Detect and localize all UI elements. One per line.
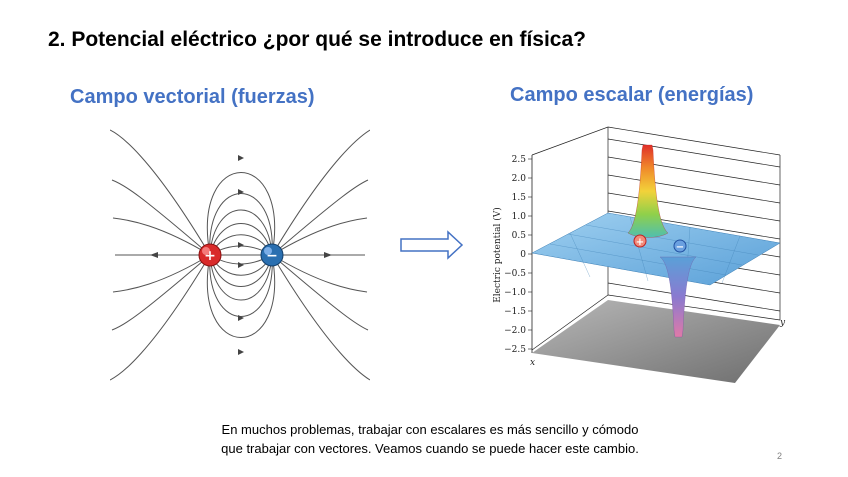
negative-potential-well (659, 256, 697, 338)
field-lines (110, 129, 370, 381)
svg-text:1.0: 1.0 (512, 212, 527, 222)
svg-text:−1.0: −1.0 (504, 288, 526, 298)
negative-marker-sign: − (676, 242, 684, 253)
field-direction-arrows (150, 155, 332, 355)
svg-text:−2.5: −2.5 (504, 345, 526, 355)
positive-marker-sign: + (636, 237, 644, 248)
positive-charge-sign: + (204, 248, 216, 264)
floor-plane (532, 300, 780, 383)
right-arrow-icon (400, 230, 464, 260)
electric-potential-surface-figure: 2.5 2.0 1.5 1.0 0.5 0 −0.5 −1.0 −1.5 −2.… (492, 126, 786, 383)
surface-mesh (549, 216, 759, 284)
y-tick-labels: 2.5 2.0 1.5 1.0 0.5 0 −0.5 −1.0 −1.5 −2.… (504, 155, 526, 355)
y-axis-label: Electric potential (V) (492, 207, 503, 303)
negative-charge-sign: − (266, 248, 278, 264)
caption-line-1: En muchos problemas, trabajar con escala… (221, 422, 639, 437)
y-ticks (528, 158, 532, 350)
slide-title: 2. Potencial eléctrico ¿por qué se intro… (48, 28, 586, 51)
potential-surface (531, 212, 781, 286)
svg-text:−0.5: −0.5 (504, 269, 526, 279)
svg-text:−2.0: −2.0 (504, 326, 526, 336)
page-number: 2 (777, 451, 783, 461)
svg-text:−1.5: −1.5 (504, 307, 526, 317)
x-axis-label: x (530, 358, 535, 368)
dipole-field-lines-figure: + − (110, 129, 370, 381)
plot-box-grid (531, 126, 781, 351)
svg-text:2.0: 2.0 (512, 174, 527, 184)
z-axis-label: y (779, 318, 786, 328)
svg-text:0.5: 0.5 (512, 231, 527, 241)
svg-text:2.5: 2.5 (512, 155, 527, 165)
caption-line-2: que trabajar con vectores. Veamos cuando… (221, 441, 639, 456)
svg-text:1.5: 1.5 (512, 193, 527, 203)
svg-text:0: 0 (520, 250, 526, 260)
positive-charge: + (198, 243, 222, 267)
caption: En muchos problemas, trabajar con escala… (150, 420, 710, 458)
positive-potential-peak (627, 144, 669, 238)
scalar-field-heading: Campo escalar (energías) (510, 84, 754, 106)
negative-charge-marker (673, 239, 687, 253)
negative-charge: − (260, 243, 284, 267)
vector-field-heading: Campo vectorial (fuerzas) (70, 86, 315, 108)
positive-charge-marker (633, 234, 647, 248)
